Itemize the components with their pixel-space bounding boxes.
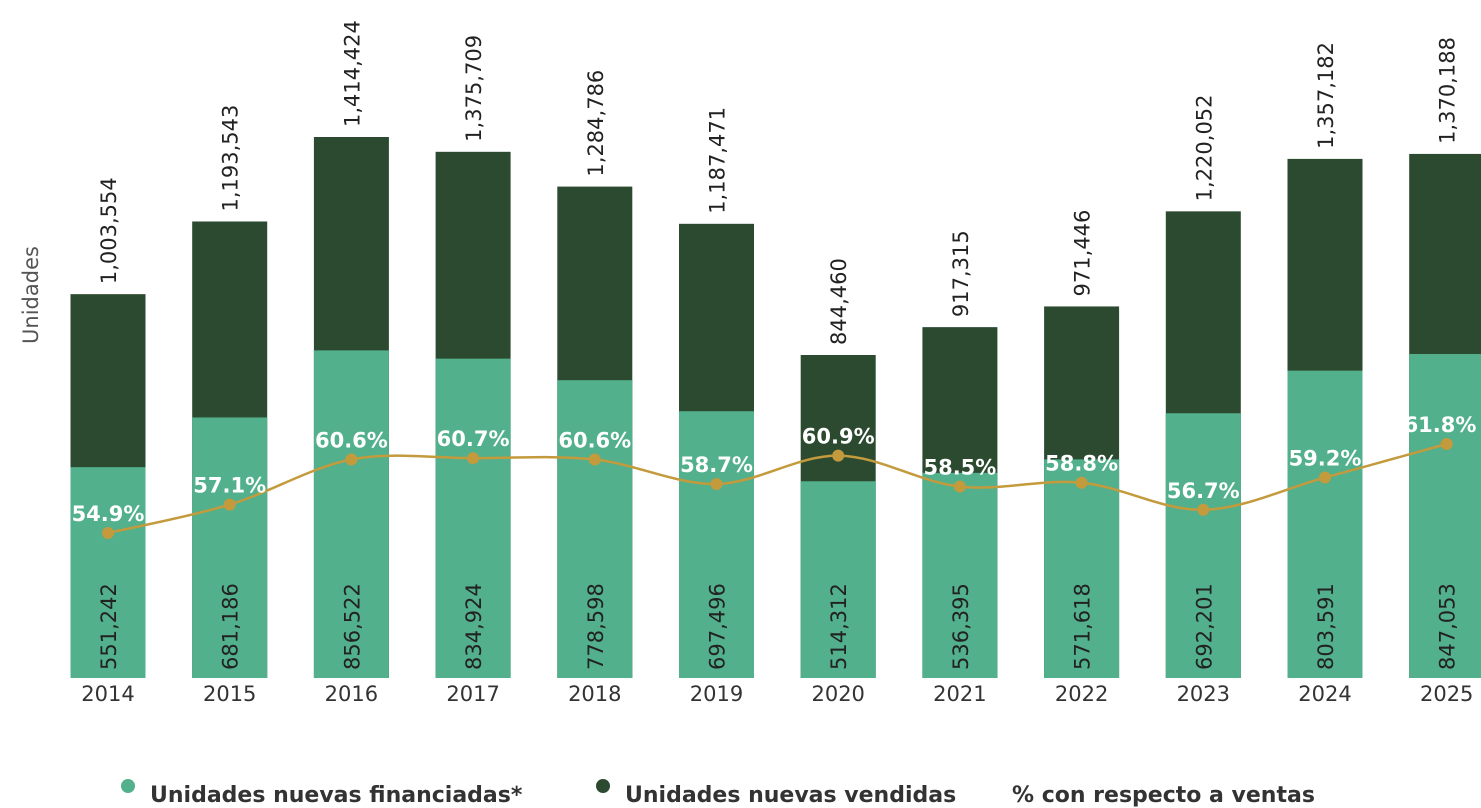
- legend-marker: [596, 779, 610, 793]
- bar: [1165, 413, 1241, 678]
- pct-label: 56.7%: [1167, 479, 1240, 503]
- x-tick-label: 2022: [1055, 682, 1108, 706]
- total-label: 917,315: [949, 230, 973, 317]
- pct-label: 54.9%: [72, 502, 145, 526]
- total-label: 1,284,786: [584, 70, 608, 177]
- bar: [557, 380, 633, 678]
- bar: [70, 467, 146, 678]
- total-label: 1,357,182: [1314, 42, 1338, 149]
- total-label: 1,003,554: [97, 177, 121, 284]
- x-tick-label: 2017: [446, 682, 499, 706]
- pct-point: [102, 527, 114, 539]
- x-tick-label: 2020: [811, 682, 864, 706]
- pct-label: 60.6%: [315, 428, 388, 452]
- bar: [192, 417, 268, 678]
- financed-label: 536,395: [949, 583, 973, 670]
- x-tick-label: 2015: [203, 682, 256, 706]
- bar: [435, 358, 511, 678]
- pct-point: [467, 452, 480, 465]
- legend-label: Unidades nuevas financiadas*: [150, 783, 523, 808]
- x-tick-label: 2025: [1420, 682, 1473, 706]
- pct-point: [223, 498, 236, 511]
- pct-point: [953, 480, 966, 493]
- pct-point: [1440, 438, 1453, 450]
- financed-label: 571,618: [1071, 583, 1095, 670]
- financed-label: 692,201: [1192, 583, 1216, 670]
- financed-label: 551,242: [97, 583, 121, 670]
- bar: [679, 411, 754, 678]
- x-tick-label: 2016: [325, 682, 378, 706]
- pct-label: 60.7%: [437, 427, 510, 451]
- bar: [1287, 370, 1363, 678]
- bar: [1409, 354, 1481, 678]
- financed-label: 847,053: [1436, 583, 1460, 670]
- pct-point: [1075, 476, 1088, 489]
- financed-label: 681,186: [219, 583, 243, 670]
- legend-label: % con respecto a ventas: [1012, 783, 1315, 808]
- financed-label: 834,924: [462, 583, 486, 670]
- pct-point: [1197, 503, 1210, 516]
- total-label: 1,220,052: [1192, 94, 1216, 201]
- pct-point: [345, 453, 358, 466]
- x-tick-label: 2023: [1177, 682, 1230, 706]
- financed-label: 778,598: [584, 583, 608, 670]
- financed-label: 697,496: [706, 583, 730, 670]
- x-tick-label: 2014: [81, 682, 134, 706]
- pct-label: 57.1%: [193, 474, 266, 498]
- total-label: 971,446: [1071, 210, 1095, 297]
- pct-label: 59.2%: [1289, 447, 1362, 471]
- financed-label: 856,522: [340, 583, 364, 670]
- pct-label: 61.8%: [1404, 413, 1477, 437]
- pct-label: 58.7%: [680, 453, 753, 477]
- pct-label: 58.8%: [1045, 452, 1118, 476]
- bar: [800, 481, 876, 678]
- y-axis-label: Unidades: [19, 246, 43, 344]
- pct-label: 60.6%: [558, 428, 631, 452]
- financed-label: 803,591: [1314, 583, 1338, 670]
- financed-label: 514,312: [827, 583, 851, 670]
- bar: [1044, 459, 1120, 678]
- legend-marker: [121, 779, 135, 793]
- pct-point: [832, 449, 845, 462]
- legend-label: Unidades nuevas vendidas: [625, 783, 956, 808]
- total-label: 844,460: [827, 258, 851, 345]
- total-label: 1,193,543: [219, 105, 243, 212]
- pct-point: [710, 477, 723, 490]
- pct-label: 58.5%: [923, 456, 996, 480]
- pct-label: 60.9%: [802, 425, 875, 449]
- pct-line: [107, 442, 1448, 535]
- x-tick-label: 2018: [568, 682, 621, 706]
- total-label: 1,414,424: [340, 20, 364, 127]
- pct-point: [1319, 471, 1331, 484]
- total-label: 1,187,471: [706, 107, 730, 214]
- bar: [922, 472, 998, 678]
- x-tick-label: 2019: [690, 682, 743, 706]
- total-label: 1,375,709: [462, 35, 486, 142]
- x-tick-label: 2021: [933, 682, 986, 706]
- total-label: 1,370,188: [1436, 37, 1460, 144]
- x-tick-label: 2024: [1298, 682, 1351, 706]
- bar: [313, 350, 389, 678]
- pct-point: [588, 453, 601, 466]
